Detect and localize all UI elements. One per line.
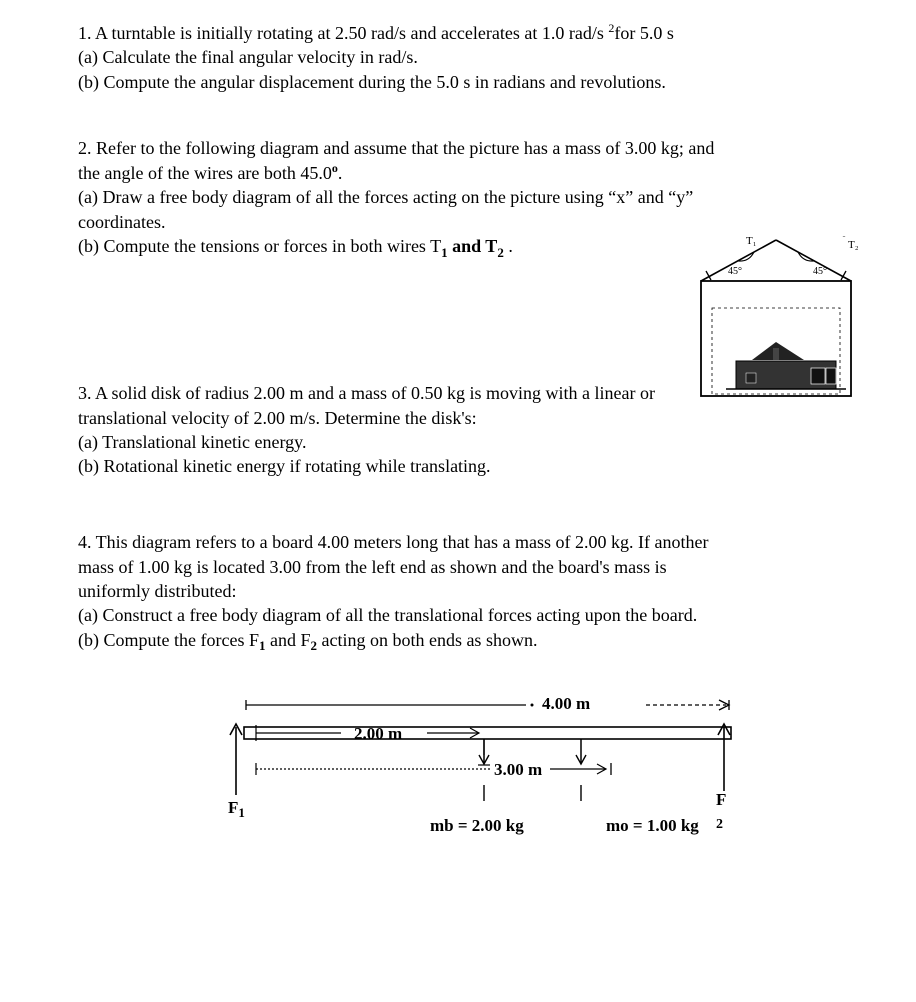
p2-diagram: 45° 45° T₁ T₂ (676, 236, 876, 416)
p4-mb-label: mb = 2.00 kg (430, 815, 524, 838)
p1-line2: (a) Calculate the final angular velocity… (78, 45, 846, 69)
p2-line5c: . (504, 236, 513, 256)
p2-t2-label: T₂ (848, 239, 859, 251)
p1-line1a: 1. A turntable is initially rotating at … (78, 23, 604, 43)
p1-line1: 1. A turntable is initially rotating at … (78, 20, 846, 45)
p4-line3: uniformly distributed: (78, 579, 846, 603)
p3-line3: (a) Translational kinetic energy. (78, 430, 846, 454)
p4-line2: mass of 1.00 kg is located 3.00 from the… (78, 555, 846, 579)
p2-line5a: (b) Compute the tensions or forces in bo… (78, 236, 441, 256)
p4-line5a: (b) Compute the forces F (78, 630, 259, 650)
p4-line5c: acting on both ends as shown. (317, 630, 537, 650)
p2-t1-label: T₁ (746, 236, 757, 247)
p2-line3: (a) Draw a free body diagram of all the … (78, 185, 846, 209)
p1-line1b: for 5.0 s (614, 23, 674, 43)
p4-len-total: 4.00 m (542, 693, 590, 716)
p4-line4: (a) Construct a free body diagram of all… (78, 603, 846, 627)
p4-mo-label: mo = 1.00 kg (606, 815, 699, 838)
p2-line2a: the angle of the wires are both 45.0 (78, 163, 332, 183)
p3-line4: (b) Rotational kinetic energy if rotatin… (78, 454, 846, 478)
problem-4: 4. This diagram refers to a board 4.00 m… (78, 530, 846, 855)
p4-line1: 4. This diagram refers to a board 4.00 m… (78, 530, 846, 554)
p2-line4: coordinates. (78, 210, 846, 234)
p2-line1: 2. Refer to the following diagram and as… (78, 136, 846, 160)
p2-line5b: and T (448, 236, 498, 256)
dot-icon (842, 236, 847, 237)
p4-line5b: and F (265, 630, 310, 650)
p2-angle-left: 45° (728, 266, 742, 277)
p4-line5: (b) Compute the forces F1 and F2 acting … (78, 628, 846, 655)
problem-2: 2. Refer to the following diagram and as… (78, 136, 846, 261)
p4-f2-label: F2 (716, 789, 726, 835)
p4-len-half: 2.00 m (354, 723, 402, 746)
p2-line2: the angle of the wires are both 45.0o. (78, 160, 846, 185)
p4-f1-label: F1 (228, 797, 245, 822)
p1-line3: (b) Compute the angular displacement dur… (78, 70, 846, 94)
p4-diagram: 4.00 m 2.00 m 3.00 m F1 F2 mb = 2.00 kg … (226, 691, 766, 856)
problem-1: 1. A turntable is initially rotating at … (78, 20, 846, 94)
p2-line2b: . (338, 163, 343, 183)
p4-len-mo: 3.00 m (494, 759, 542, 782)
p2-angle-right: 45° (813, 266, 827, 277)
